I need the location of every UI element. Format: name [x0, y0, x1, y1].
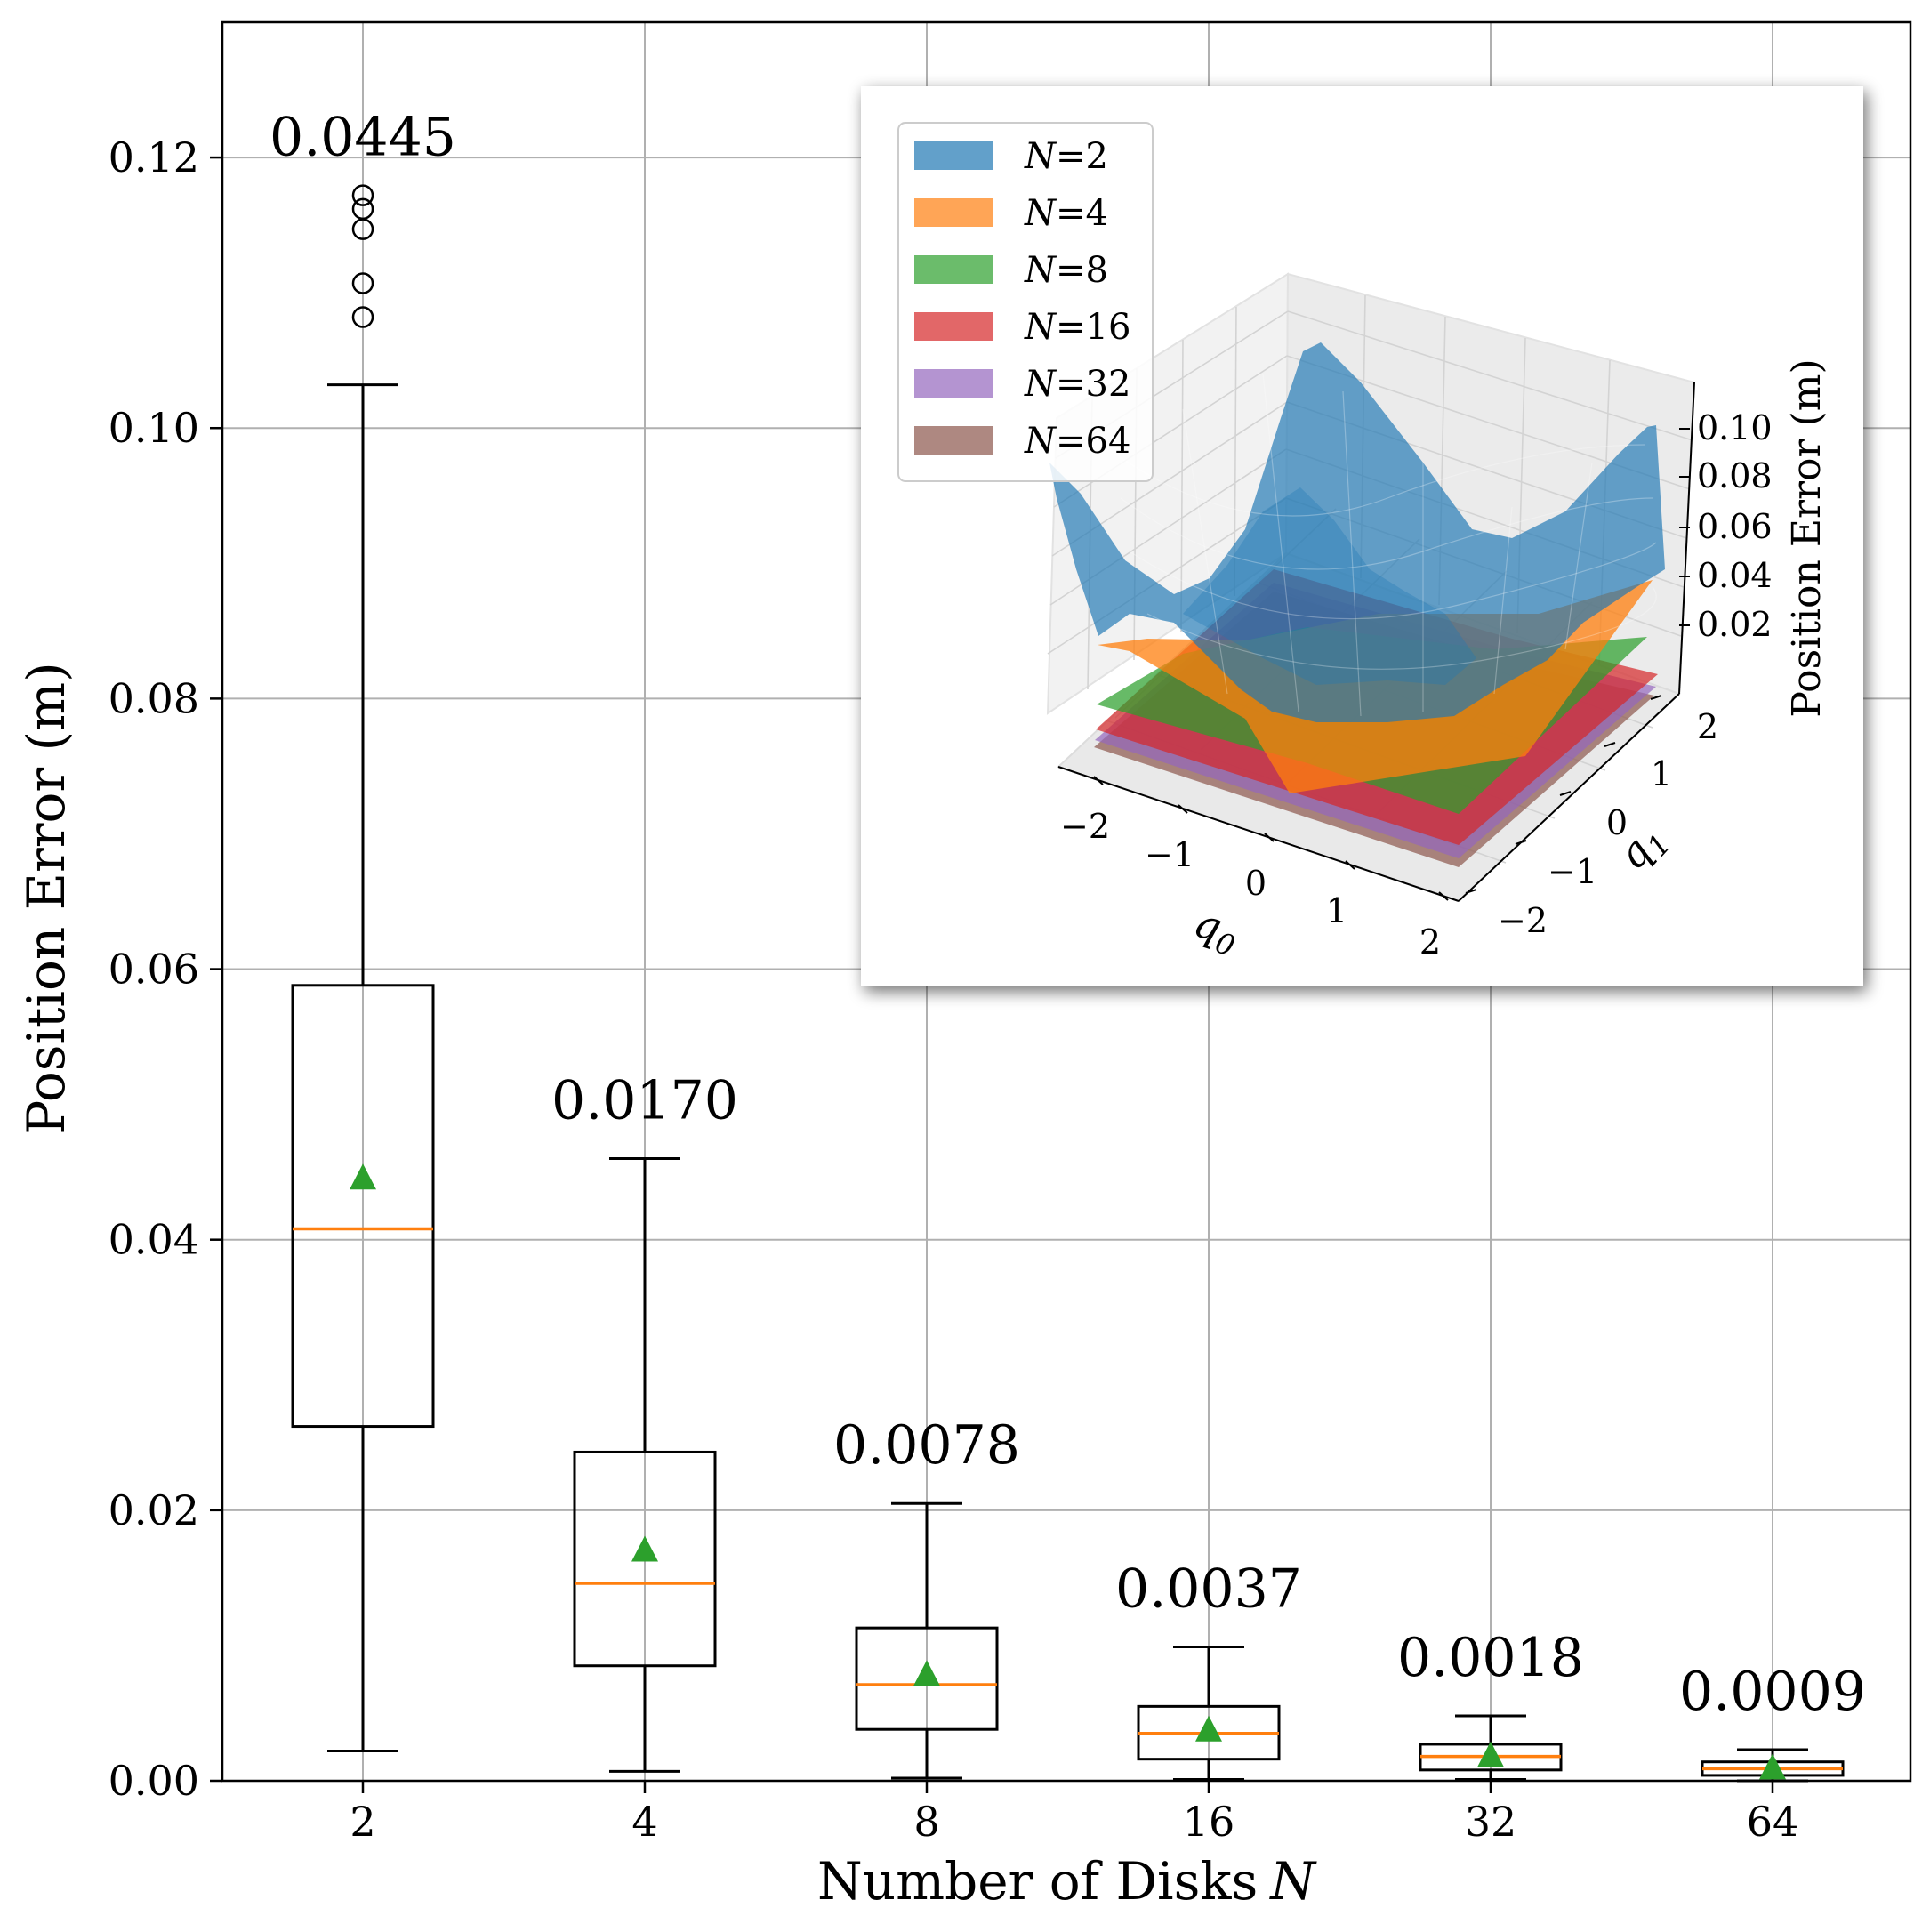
box-body [573, 1450, 717, 1668]
y-tick-label: 0.04 [109, 1216, 199, 1264]
legend-swatch [914, 426, 993, 455]
box-8: 0.0078 [833, 1414, 1020, 1780]
x-tick-label: 16 [1183, 1798, 1235, 1846]
inset-legend: N=2 N=4 N=8 N=16 N=32 N=64 [897, 122, 1154, 482]
y-tick-label: 0.00 [109, 1757, 199, 1805]
legend-label: N=8 [1024, 250, 1108, 291]
mean-value-label: 0.0445 [269, 107, 456, 169]
q1-tick-mark [1465, 889, 1477, 894]
z-tick-label: 0.08 [1697, 456, 1773, 495]
legend-item: N=32 [914, 364, 1130, 405]
legend-swatch [914, 312, 993, 341]
mean-marker [1195, 1715, 1222, 1742]
mean-marker [1477, 1741, 1504, 1767]
q0-tick-mark [1345, 860, 1355, 870]
q1-tick-label: 0 [1606, 803, 1628, 842]
q0-tick-label: 2 [1419, 922, 1441, 962]
q0-tick-mark [1438, 891, 1449, 901]
box-series: 0.0445 0.0170 0.0078 0.0037 0.0018 0.0009 [269, 107, 1866, 1783]
surface-mesh [1102, 373, 1657, 717]
legend-label: N=16 [1024, 307, 1130, 348]
legend-label: N=2 [1024, 136, 1108, 177]
x-tick-label: 64 [1747, 1798, 1799, 1846]
legend-swatch [914, 255, 993, 284]
legend-item: N=4 [914, 193, 1108, 234]
q0-tick-label: −2 [1060, 807, 1110, 846]
box-4: 0.0170 [551, 1069, 738, 1773]
outlier-point [351, 272, 374, 294]
plot-frame [221, 20, 1912, 1783]
mean-marker [913, 1660, 940, 1686]
legend-item: N=8 [914, 250, 1108, 291]
z-tick-label: 0.02 [1697, 605, 1773, 644]
mean-value-label: 0.0009 [1679, 1661, 1866, 1723]
box-64: 0.0009 [1679, 1661, 1866, 1783]
legend-swatch [914, 198, 993, 227]
legend-swatch [914, 369, 993, 398]
q0-tick-mark [1093, 776, 1104, 785]
legend-item: N=16 [914, 307, 1130, 348]
legend-label: N=32 [1024, 364, 1130, 405]
legend-label: N=4 [1024, 193, 1108, 234]
z-tick-label: 0.06 [1697, 507, 1773, 546]
box-32: 0.0018 [1397, 1627, 1584, 1781]
outlier-point [351, 306, 374, 328]
mean-marker [631, 1535, 658, 1562]
q1-tick-label: −2 [1498, 901, 1548, 940]
outlier-point [351, 184, 374, 206]
box-body [291, 984, 435, 1429]
x-axis-ticks: 2 4 8 16 32 64 [350, 1781, 1798, 1846]
q1-tick-label: −1 [1548, 852, 1597, 891]
mean-value-label: 0.0078 [833, 1414, 1020, 1477]
q1-tick-label: 2 [1697, 707, 1718, 746]
x-tick-label: 8 [913, 1798, 939, 1846]
q1-tick-mark [1650, 695, 1662, 700]
y-axis-title: Position Error (m) [16, 662, 76, 1135]
y-axis-ticks: 0.00 0.02 0.04 0.06 0.08 0.10 0.12 [109, 133, 222, 1805]
legend-swatch [914, 141, 993, 170]
x-tick-label: 4 [631, 1798, 657, 1846]
q0-tick-label: 0 [1245, 864, 1267, 903]
q0-tick-label: 1 [1326, 891, 1347, 930]
q1-tick-mark [1604, 742, 1616, 747]
inset-axes [1057, 382, 1695, 902]
y-tick-label: 0.06 [109, 946, 199, 994]
y-tick-label: 0.10 [109, 404, 199, 452]
q1-tick-mark [1559, 791, 1572, 796]
y-tick-label: 0.02 [109, 1486, 199, 1534]
q0-tick-label: −1 [1145, 835, 1194, 874]
x-tick-label: 2 [350, 1798, 375, 1846]
x-axis-title: Number of Disks N [817, 1851, 1317, 1912]
outlier-point [351, 197, 374, 221]
mean-marker [1759, 1753, 1786, 1780]
x-tick-label: 32 [1465, 1798, 1517, 1846]
y-tick-label: 0.12 [109, 133, 199, 181]
legend-item: N=2 [914, 136, 1108, 177]
q0-tick-mark [1178, 804, 1188, 814]
mean-marker [350, 1163, 376, 1190]
mean-value-label: 0.0018 [1397, 1627, 1584, 1689]
y-tick-label: 0.08 [109, 674, 199, 722]
z-tick-label: 0.04 [1697, 556, 1773, 595]
z-tick-label: 0.10 [1697, 408, 1773, 447]
surface-n2-ridge [1183, 487, 1476, 685]
q1-tick-label: 1 [1651, 754, 1672, 793]
legend-label: N=64 [1024, 421, 1130, 462]
q0-tick-mark [1264, 833, 1275, 842]
legend-item: N=64 [914, 421, 1130, 462]
box-2: 0.0445 [269, 107, 456, 1753]
box-body [855, 1626, 999, 1731]
box-16: 0.0037 [1115, 1558, 1302, 1781]
mean-value-label: 0.0037 [1115, 1558, 1302, 1620]
surface-n2 [1049, 342, 1665, 722]
inset-z-axis-title: Position Error (m) [1784, 358, 1829, 717]
q1-tick-mark [1515, 840, 1527, 845]
mean-value-label: 0.0170 [551, 1069, 738, 1131]
